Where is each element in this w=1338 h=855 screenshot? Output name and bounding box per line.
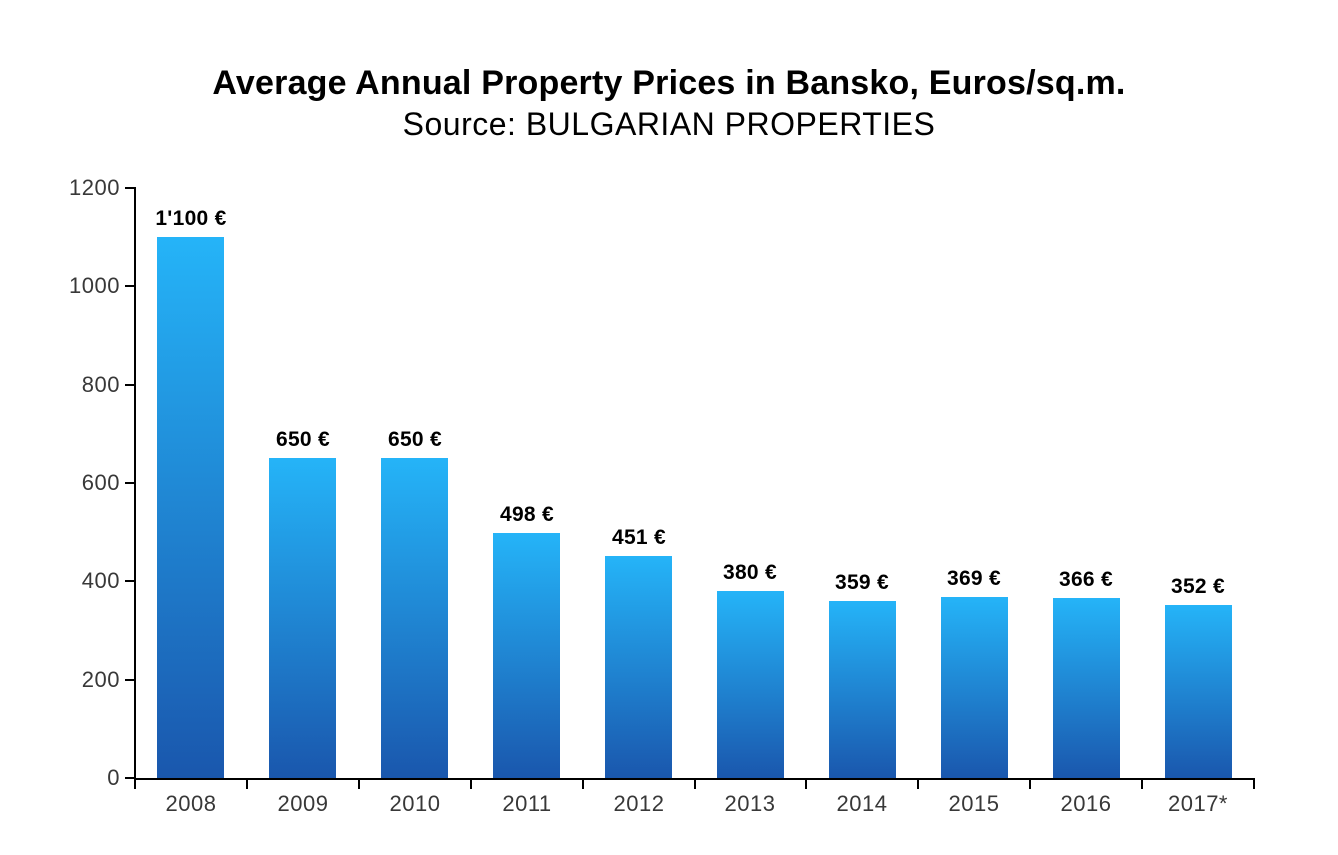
x-axis-tick (469, 780, 472, 789)
y-axis-tick-label: 1000 (69, 273, 120, 299)
y-axis-tick-label: 1200 (69, 175, 120, 200)
y-axis-tick-label: 200 (81, 666, 120, 692)
chart-title: Average Annual Property Prices in Bansko… (212, 64, 1126, 102)
bar-2010 (381, 458, 448, 778)
x-axis-category-label: 2017* (1167, 791, 1228, 816)
x-axis-line (134, 778, 1255, 780)
x-axis-category-label: 2014 (836, 791, 888, 816)
y-axis-tick (125, 777, 134, 779)
bar-value-label: 650 € (275, 428, 331, 451)
y-axis-tick-label: 400 (81, 568, 120, 594)
x-axis-category-label: 2009 (277, 791, 329, 816)
x-axis-tick (1141, 780, 1144, 789)
bar-value-label: 352 € (1170, 575, 1226, 598)
x-axis-tick (917, 780, 920, 789)
y-axis-tick-label: 800 (81, 371, 120, 397)
y-axis-tick (125, 187, 134, 189)
bar-2014 (829, 601, 896, 778)
chart-header: Average Annual Property Prices in Bansko… (0, 62, 1338, 144)
x-axis-tick (581, 780, 584, 789)
y-axis-tick-label: 600 (81, 470, 120, 495)
bar-value-label: 650 € (387, 428, 443, 451)
x-axis-tick (245, 780, 248, 789)
chart-subtitle: Source: BULGARIAN PROPERTIES (402, 106, 936, 142)
bar-value-label: 366 € (1058, 568, 1114, 591)
x-axis-category-label: 2015 (948, 791, 1000, 816)
bar-value-label: 498 € (499, 503, 555, 526)
x-axis-tick (1029, 780, 1032, 789)
y-axis-tick (125, 383, 134, 386)
y-axis-line (134, 187, 136, 780)
x-axis-category-label: 2011 (502, 791, 552, 816)
bar-2008 (157, 237, 224, 778)
x-axis-category-label: 2010 (389, 791, 441, 816)
bar-2015 (941, 597, 1008, 778)
y-axis-tick (125, 580, 134, 583)
x-axis-tick (1253, 780, 1255, 789)
bar-2013 (717, 591, 784, 778)
bar-value-label: 359 € (834, 571, 890, 594)
y-axis-tick (125, 678, 134, 681)
bar-value-label: 369 € (946, 567, 1002, 590)
bar-value-label: 380 € (722, 561, 778, 584)
x-axis-tick (805, 780, 808, 789)
x-axis-tick (693, 780, 696, 789)
x-axis-category-label: 2016 (1060, 791, 1112, 816)
bar-value-label: 1'100 € (155, 207, 227, 230)
y-axis-tick (125, 482, 134, 484)
x-axis-category-label: 2008 (165, 791, 217, 816)
x-axis-category-label: 2012 (613, 791, 665, 816)
y-axis-tick (125, 285, 134, 288)
x-axis-category-label: 2013 (724, 791, 776, 816)
y-axis-tick-label: 0 (107, 765, 120, 790)
bar-2017* (1165, 605, 1232, 778)
bar-2011 (493, 533, 560, 778)
bar-2016 (1053, 598, 1120, 778)
bar-2012 (605, 556, 672, 778)
x-axis-tick (357, 780, 360, 789)
bar-2009 (269, 458, 336, 778)
bar-value-label: 451 € (611, 526, 667, 549)
x-axis-tick (134, 780, 136, 789)
